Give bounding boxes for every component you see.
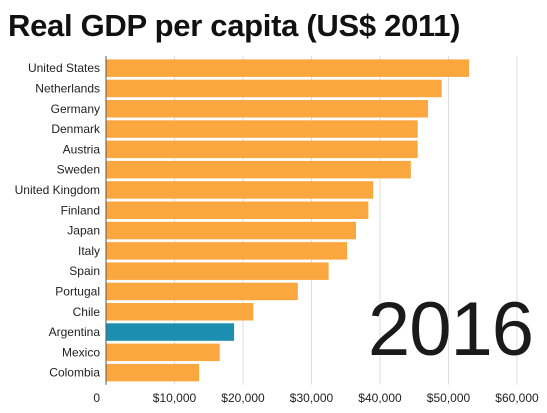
bar-finland <box>106 201 369 219</box>
bar-austria <box>106 140 418 159</box>
category-label: Austria <box>63 142 101 156</box>
category-label: Sweden <box>57 163 100 177</box>
x-tick-label: 0 <box>93 391 100 405</box>
category-labels: United States Netherlands Germany Denmark Au… <box>15 61 101 380</box>
x-tick-label: $10,000 <box>153 391 197 405</box>
category-label: Argentina <box>49 325 101 339</box>
bar-argentina <box>106 323 235 341</box>
bar-portugal <box>106 282 298 301</box>
bar-italy <box>106 242 348 260</box>
bar-japan <box>106 221 357 240</box>
category-label: Germany <box>51 102 100 116</box>
category-label: Japan <box>67 224 100 238</box>
bar-spain <box>106 262 329 280</box>
category-label: Spain <box>69 264 100 278</box>
bar-denmark <box>106 120 418 138</box>
bars <box>106 59 470 382</box>
category-label: Finland <box>61 203 100 217</box>
year-label: 2016 <box>367 287 534 372</box>
category-label: Portugal <box>55 284 100 298</box>
category-label: Chile <box>73 305 101 319</box>
x-tick-label: $50,000 <box>427 391 471 405</box>
chart-title: Real GDP per capita (US$ 2011) <box>8 8 461 43</box>
bar-united-states <box>106 59 470 77</box>
bar-united-kingdom <box>106 181 374 199</box>
x-tick-label: $30,000 <box>290 391 334 405</box>
bar-chile <box>106 303 254 321</box>
category-label: Colombia <box>49 366 100 380</box>
x-tick-label: $20,000 <box>221 391 265 405</box>
category-label: United Kingdom <box>15 183 100 197</box>
category-label: Denmark <box>51 122 101 136</box>
bar-sweden <box>106 160 411 179</box>
category-label: Italy <box>78 244 100 258</box>
x-tick-label: $40,000 <box>358 391 402 405</box>
bar-germany <box>106 100 428 118</box>
bar-mexico <box>106 343 220 362</box>
bar-netherlands <box>106 79 442 98</box>
category-label: United States <box>28 61 100 75</box>
category-label: Mexico <box>62 345 100 359</box>
x-axis-ticks: 0 $10,000 $20,000 $30,000 $40,000 $50,000 $60,… <box>93 391 539 405</box>
bar-colombia <box>106 363 200 382</box>
category-label: Netherlands <box>35 81 100 95</box>
x-tick-label: $60,000 <box>495 391 539 405</box>
